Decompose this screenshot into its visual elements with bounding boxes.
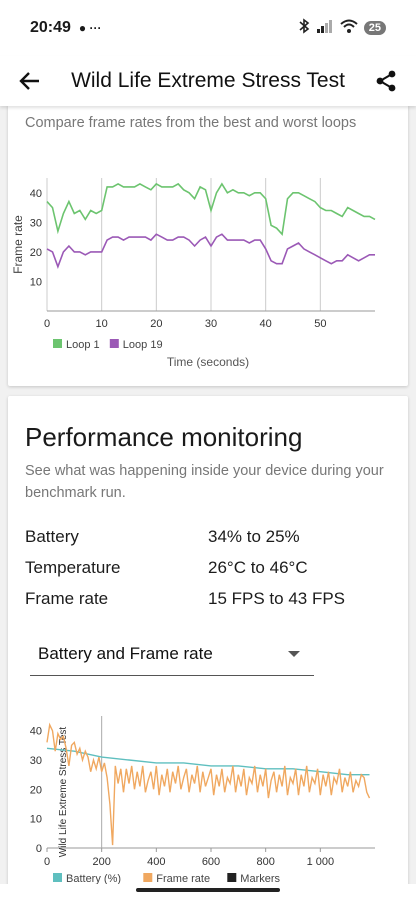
legend-swatch-2 xyxy=(109,339,119,348)
x-tick-label: 800 xyxy=(256,856,274,868)
temperature-stat-row: Temperature 26°C to 46°C xyxy=(25,558,395,578)
legend-swatch-3 xyxy=(227,873,237,882)
legend-label-1: Loop 1 xyxy=(66,339,100,351)
battery-level: 25 xyxy=(363,21,386,35)
legend-swatch-1 xyxy=(53,339,62,348)
dropdown-arrow-icon xyxy=(288,651,300,657)
temperature-stat-value: 26°C to 46°C xyxy=(208,558,308,577)
y-tick-label: 0 xyxy=(36,843,42,855)
loop-frame-rate-chart: 0 10 20 30 40 50 10 20 30 40 Frame rate Loop 1 Loop … xyxy=(11,178,376,369)
y-tick-label: 10 xyxy=(30,814,42,826)
legend-swatch-2 xyxy=(143,873,153,882)
status-bar: 20:49 ● ··· 25 xyxy=(0,0,416,56)
status-time: 20:49 xyxy=(30,19,71,36)
x-tick-label: 600 xyxy=(202,856,220,868)
series-line-1 xyxy=(46,182,376,236)
status-right: 25 xyxy=(298,17,386,39)
y-tick-label: 40 xyxy=(30,726,42,738)
metric-select-dropdown[interactable]: Battery and Frame rate xyxy=(30,636,314,676)
back-arrow-icon xyxy=(19,72,39,90)
status-left: 20:49 ● ··· xyxy=(30,19,102,37)
series-line-1 xyxy=(46,747,370,776)
series-line-2 xyxy=(46,722,371,846)
battery-stat-label: Battery xyxy=(25,527,79,546)
x-tick-label: 400 xyxy=(147,856,165,868)
x-axis-label: Time (seconds) xyxy=(167,355,249,369)
legend-label-1: Battery (%) xyxy=(66,873,121,885)
legend-label-2: Loop 19 xyxy=(123,339,163,351)
y-tick-label: 30 xyxy=(30,755,42,767)
legend-swatch-1 xyxy=(53,873,62,882)
legend-label-2: Frame rate xyxy=(156,873,210,885)
wifi-icon xyxy=(340,19,358,38)
page-title: Wild Life Extreme Stress Test xyxy=(71,69,345,92)
x-tick-label: 10 xyxy=(96,318,108,330)
performance-monitoring-subtitle: See what was happening inside your devic… xyxy=(25,463,384,501)
frame-rate-stat-value: 15 FPS to 43 FPS xyxy=(208,589,346,608)
notification-icons: ● ··· xyxy=(78,21,102,35)
performance-monitoring-card: Performance monitoring See what was happ… xyxy=(8,396,408,900)
bluetooth-icon xyxy=(298,17,310,39)
metric-select-value: Battery and Frame rate xyxy=(38,644,213,663)
x-tick-label: 200 xyxy=(92,856,110,868)
y-tick-label: 20 xyxy=(30,784,42,796)
x-tick-label: 0 xyxy=(44,856,50,868)
x-tick-label: 50 xyxy=(314,318,326,330)
x-tick-label: 30 xyxy=(205,318,217,330)
performance-monitoring-title: Performance monitoring xyxy=(25,422,303,452)
home-indicator[interactable] xyxy=(136,888,280,892)
bottom-nav-area xyxy=(0,884,416,900)
y-tick-label: 30 xyxy=(30,217,42,229)
x-tick-label: 1 000 xyxy=(307,856,335,868)
loop-comparison-subtitle: Compare frame rates from the best and wo… xyxy=(25,115,357,131)
x-tick-label: 40 xyxy=(260,318,272,330)
series-line-2 xyxy=(46,233,375,270)
signal-icon xyxy=(316,19,334,38)
temperature-stat-label: Temperature xyxy=(25,558,121,577)
app-bar: Wild Life Extreme Stress Test xyxy=(0,56,416,106)
battery-stat-value: 34% to 25% xyxy=(208,527,300,546)
share-button[interactable] xyxy=(368,63,404,99)
back-button[interactable] xyxy=(12,63,48,99)
loop-comparison-card: Compare frame rates from the best and wo… xyxy=(8,104,408,386)
y-tick-label: 20 xyxy=(30,247,42,259)
event-marker-label: Wild Life Extreme Stress Test xyxy=(58,727,69,858)
battery-stat-row: Battery 34% to 25% xyxy=(25,527,395,547)
y-tick-label: 40 xyxy=(30,188,42,200)
share-icon xyxy=(376,70,396,92)
y-axis-label: Frame rate xyxy=(11,215,25,274)
x-tick-label: 20 xyxy=(150,318,162,330)
y-tick-label: 10 xyxy=(30,276,42,288)
frame-rate-stat-row: Frame rate 15 FPS to 43 FPS xyxy=(25,589,395,609)
performance-chart: 0 200 400 600 800 1 000 0 10 20 30 40 Wild Life Ext… xyxy=(30,716,375,885)
x-tick-label: 0 xyxy=(44,318,50,330)
frame-rate-stat-label: Frame rate xyxy=(25,589,109,608)
legend-label-3: Markers xyxy=(240,873,280,885)
